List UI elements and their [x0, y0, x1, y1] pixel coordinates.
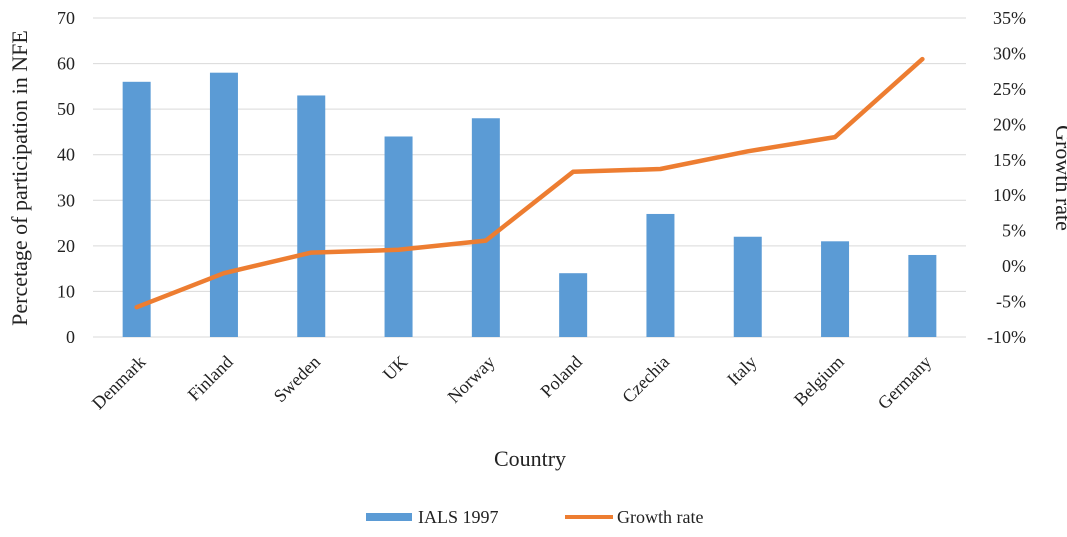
- y-tick-label: 30: [57, 190, 75, 210]
- x-tick-label: Italy: [723, 352, 760, 389]
- bar: [471, 118, 500, 337]
- gridlines: [93, 17, 966, 338]
- y-tick-label: 60: [57, 54, 75, 74]
- x-tick-label: Germany: [874, 352, 936, 414]
- bar: [122, 81, 151, 337]
- x-axis-title: Country: [494, 446, 566, 471]
- x-tick-label: Norway: [444, 352, 499, 407]
- y-tick-label: 40: [57, 145, 75, 165]
- bar: [384, 136, 413, 337]
- y2-tick-label: 15%: [993, 150, 1026, 170]
- y2-tick-label: 35%: [993, 8, 1026, 28]
- bar: [821, 241, 850, 337]
- y-tick-label: 50: [57, 99, 75, 119]
- bar: [646, 213, 675, 337]
- y2-tick-label: 20%: [993, 114, 1026, 134]
- y2-tick-label: 5%: [1002, 221, 1026, 241]
- x-tick-label: Denmark: [88, 352, 150, 414]
- bar: [733, 236, 762, 337]
- x-tick-label: Finland: [184, 352, 237, 405]
- y2-tick-label: -10%: [987, 327, 1026, 347]
- line-series-growth-rate: [134, 56, 925, 310]
- y2-tick-label: 30%: [993, 43, 1026, 63]
- y2-tick-label: 0%: [1002, 256, 1026, 276]
- y2-axis-title: Growth rate: [1051, 125, 1067, 231]
- y-tick-label: 20: [57, 236, 75, 256]
- growth-rate-line: [134, 56, 925, 310]
- y-tick-label: 10: [57, 281, 75, 301]
- bar: [297, 95, 326, 337]
- x-tick-label: Belgium: [790, 352, 848, 410]
- bar: [908, 254, 937, 337]
- legend-label-ials-1997: IALS 1997: [418, 507, 499, 527]
- legend-label-growth-rate: Growth rate: [617, 507, 703, 527]
- bar: [209, 72, 238, 337]
- left-axis-ticks: 0 10 20 30 40 50 60 70: [57, 8, 75, 347]
- bar-series-ials-1997: [122, 72, 937, 337]
- y2-tick-label: -5%: [996, 292, 1026, 312]
- y2-tick-label: 25%: [993, 79, 1026, 99]
- y-tick-label: 70: [57, 8, 75, 28]
- right-axis-ticks: -10% -5% 0% 5% 10% 15% 20% 25% 30% 35%: [987, 8, 1026, 347]
- x-tick-label: UK: [379, 352, 412, 385]
- y-axis-title: Percetage of participation in NFE: [7, 30, 32, 326]
- x-tick-label: Poland: [536, 352, 586, 402]
- legend-swatch-ials-1997: [366, 513, 412, 521]
- legend: IALS 1997 Growth rate: [366, 507, 703, 527]
- x-tick-label: Czechia: [618, 352, 673, 407]
- x-axis-ticks: Denmark Finland Sweden UK Norway Poland Czechi…: [88, 352, 935, 414]
- bar: [559, 273, 588, 337]
- y2-tick-label: 10%: [993, 185, 1026, 205]
- y-tick-label: 0: [66, 327, 75, 347]
- x-tick-label: Sweden: [270, 352, 324, 406]
